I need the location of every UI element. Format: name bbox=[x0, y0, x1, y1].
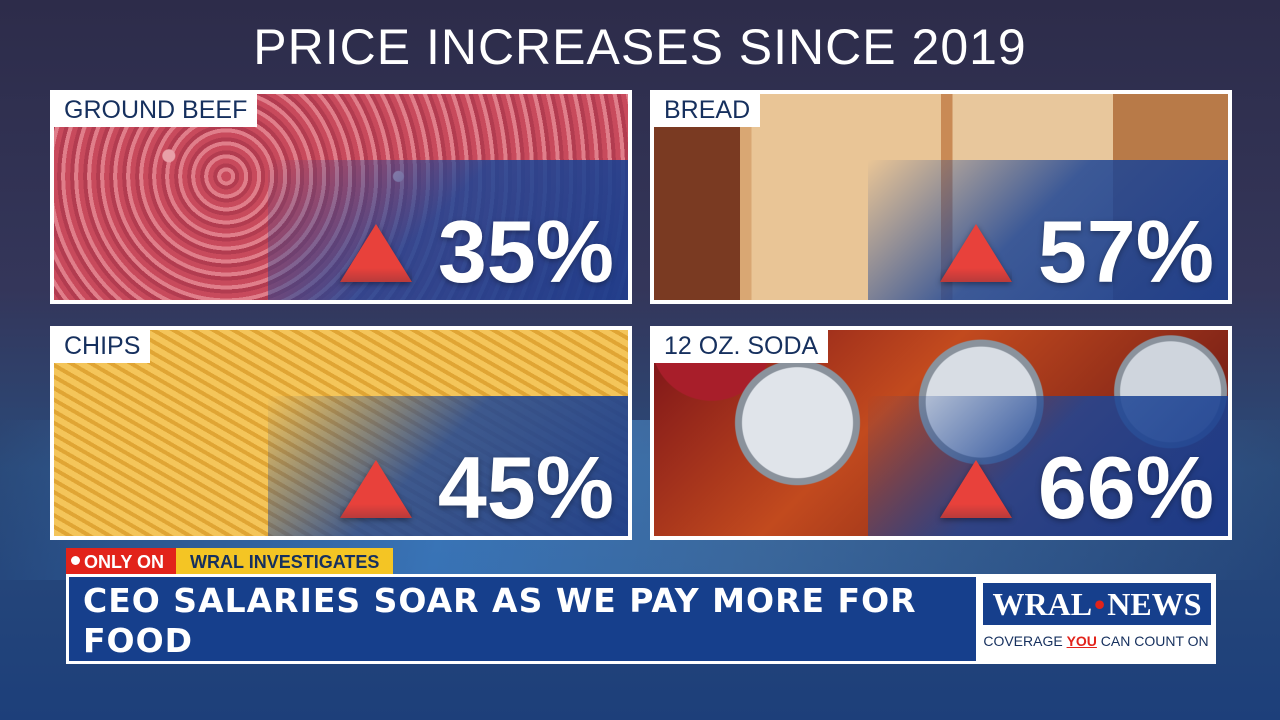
card-label: CHIPS bbox=[54, 330, 151, 363]
card-ground-beef: GROUND BEEF 35% bbox=[50, 90, 632, 304]
percent-increase: 45% bbox=[437, 438, 614, 537]
logo-tagline: COVERAGE YOU CAN COUNT ON bbox=[979, 633, 1213, 649]
up-arrow-icon bbox=[340, 460, 412, 518]
card-label: GROUND BEEF bbox=[54, 94, 258, 127]
card-shade bbox=[868, 396, 1228, 536]
station-logo: WRAL • NEWS COVERAGE YOU CAN COUNT ON bbox=[976, 574, 1216, 664]
only-on-tag: ONLY ON bbox=[66, 548, 177, 574]
card-chips: CHIPS 45% bbox=[50, 326, 632, 540]
up-arrow-icon bbox=[340, 224, 412, 282]
tagline-pre: COVERAGE bbox=[983, 633, 1067, 649]
investigates-tag: WRAL INVESTIGATES bbox=[176, 548, 394, 574]
percent-increase: 35% bbox=[437, 202, 614, 301]
percent-increase: 66% bbox=[1037, 438, 1214, 537]
up-arrow-icon bbox=[940, 224, 1012, 282]
tagline-post: CAN COUNT ON bbox=[1096, 633, 1209, 649]
card-label: 12 OZ. SODA bbox=[654, 330, 829, 363]
logo-wordmark: WRAL • NEWS bbox=[983, 583, 1211, 625]
up-arrow-icon bbox=[940, 460, 1012, 518]
logo-brand-right: NEWS bbox=[1107, 585, 1202, 622]
tagline-you: YOU bbox=[1066, 633, 1097, 649]
lower-third-tags: ONLY ON WRAL INVESTIGATES bbox=[66, 548, 394, 574]
card-shade bbox=[268, 396, 628, 536]
percent-increase: 57% bbox=[1037, 202, 1214, 301]
logo-dot: • bbox=[1094, 585, 1106, 622]
headline-bar: CEO SALARIES SOAR AS WE PAY MORE FOR FOO… bbox=[66, 574, 976, 664]
card-shade bbox=[268, 160, 628, 300]
card-shade bbox=[868, 160, 1228, 300]
headline-text: CEO SALARIES SOAR AS WE PAY MORE FOR FOO… bbox=[83, 581, 917, 660]
card-bread: BREAD 57% bbox=[650, 90, 1232, 304]
page-title: PRICE INCREASES SINCE 2019 bbox=[253, 19, 1027, 75]
logo-brand-left: WRAL bbox=[992, 585, 1093, 622]
card-soda: 12 OZ. SODA 66% bbox=[650, 326, 1232, 540]
card-label: BREAD bbox=[654, 94, 761, 127]
